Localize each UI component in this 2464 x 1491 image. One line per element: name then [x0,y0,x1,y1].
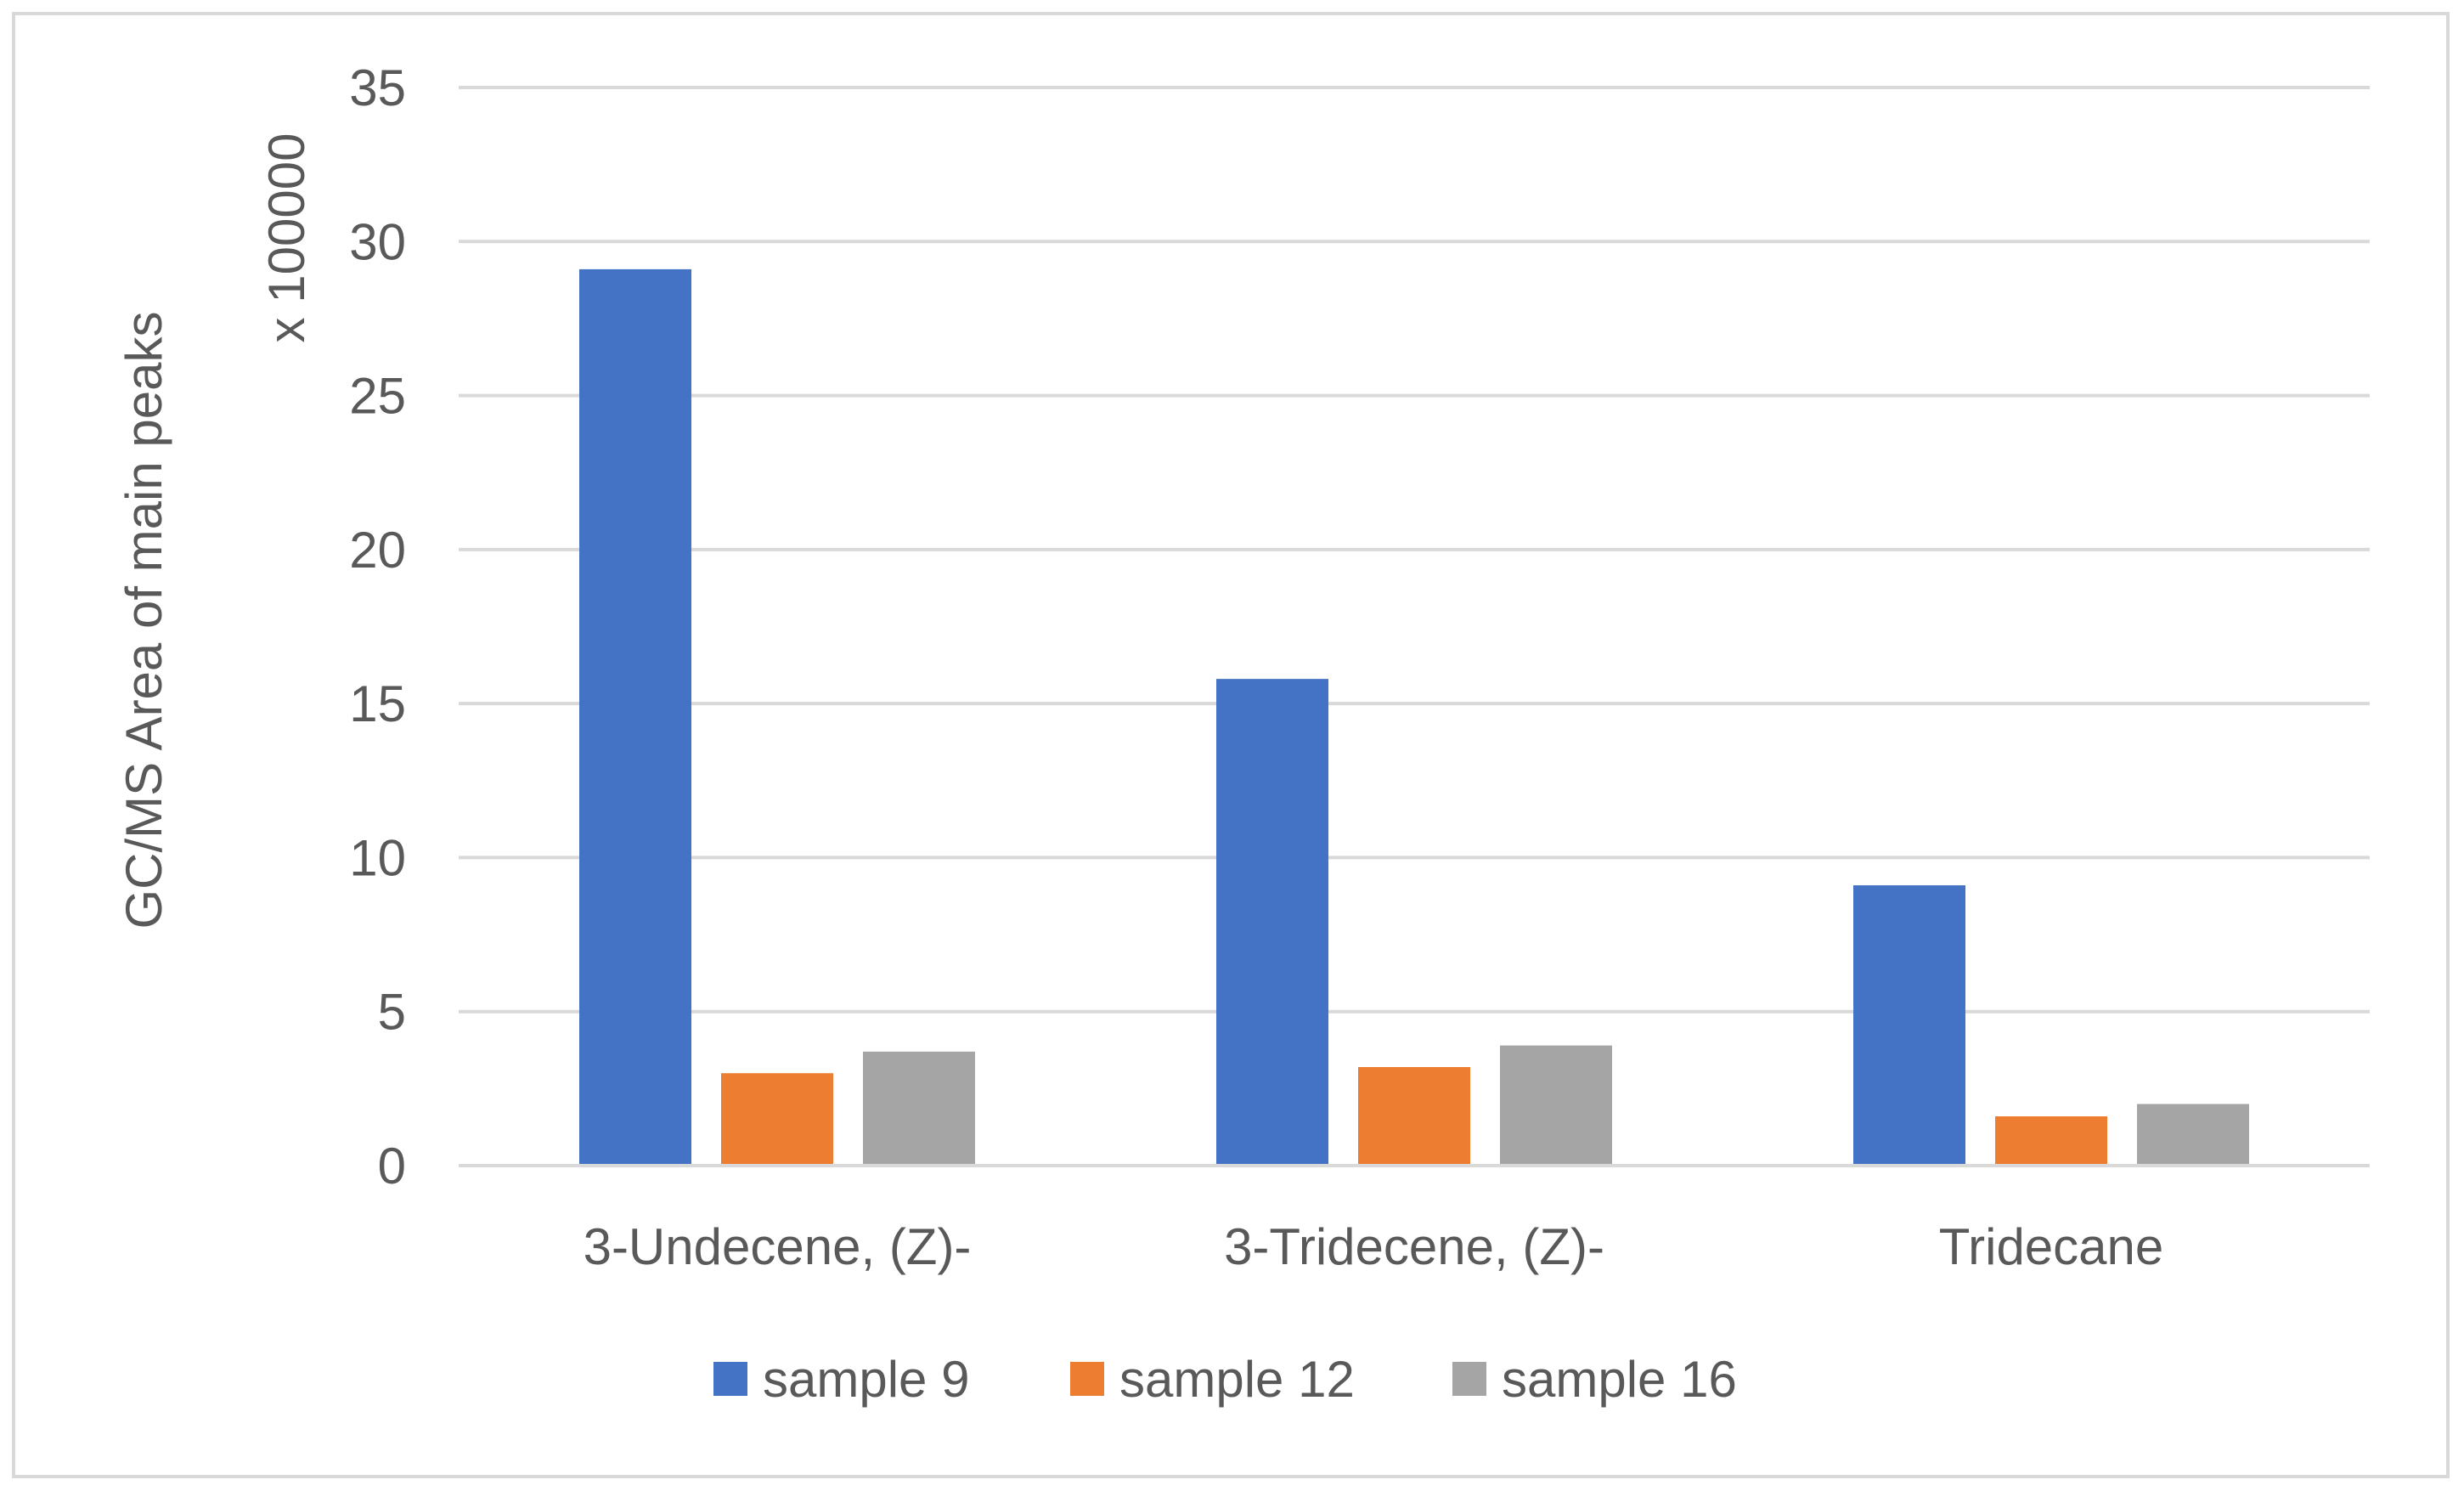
legend-label: sample 9 [763,1351,969,1408]
y-tick-label: 0 [378,1138,406,1194]
bar-sample-9-1 [1216,679,1328,1166]
bar-sample-16-2 [2137,1104,2249,1166]
legend: sample 9 sample 12 sample 16 [713,1351,1737,1408]
y-tick-label: 10 [349,829,406,886]
x-tick-label: 3-Undecene, (Z)- [584,1218,972,1275]
x-tick-label: 3-Tridecene, (Z)- [1224,1218,1604,1275]
bar-sample-9-2 [1853,885,1965,1166]
bars [459,268,2370,1167]
legend-swatch [713,1362,747,1396]
y-tick-label: 25 [349,368,406,425]
bar-sample-12-1 [1358,1066,1470,1166]
y-tick-label: 35 [349,59,406,116]
x-axis-ticks: 3-Undecene, (Z)- 3-Tridecene, (Z)- Trideca… [584,1218,2164,1275]
bar-sample-9-0 [579,268,691,1166]
legend-label: sample 12 [1119,1351,1355,1408]
x-tick-label: Tridecane [1939,1218,2164,1275]
y-tick-label: 5 [378,984,406,1041]
y-axis-title: GC/MS Area of main peaks [116,312,172,929]
y-tick-label: 30 [349,213,406,270]
y-axis-unit: x 100000 [258,133,315,343]
y-tick-label: 15 [349,675,406,732]
legend-swatch [1452,1362,1486,1396]
bar-sample-16-0 [863,1051,975,1166]
gridlines [459,86,2370,1167]
y-axis-ticks: 0 5 10 15 20 25 30 35 [349,59,406,1194]
legend-swatch [1070,1362,1104,1396]
bar-sample-12-0 [721,1073,833,1166]
bar-sample-12-2 [1995,1115,2107,1166]
y-tick-label: 20 [349,522,406,579]
legend-label: sample 16 [1502,1351,1737,1408]
bar-sample-16-1 [1500,1045,1612,1166]
